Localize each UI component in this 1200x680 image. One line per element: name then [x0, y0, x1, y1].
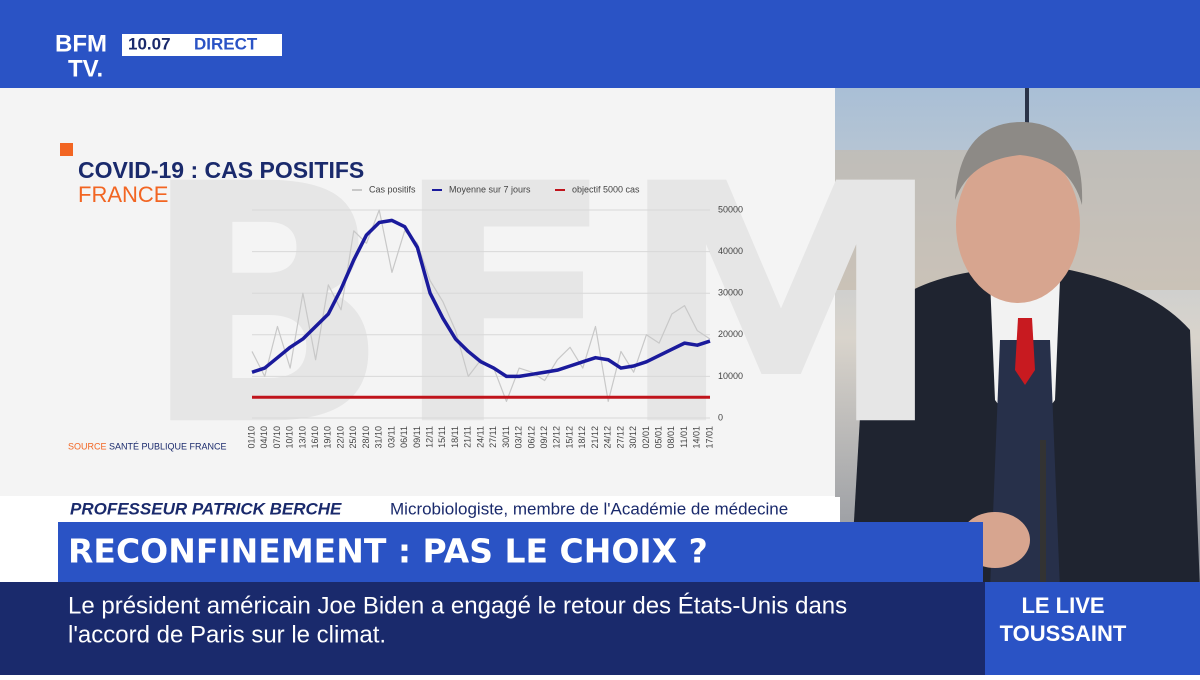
live-label: DIRECT	[194, 34, 258, 53]
x-tick-label: 27/11	[488, 426, 498, 448]
x-tick-label: 07/10	[272, 426, 282, 449]
ticker-text: l'accord de Paris sur le climat.	[68, 621, 386, 648]
name-strip	[58, 497, 840, 522]
y-tick-label: 10000	[718, 371, 743, 381]
x-tick-label: 09/12	[539, 426, 549, 449]
x-tick-label: 24/11	[475, 426, 485, 448]
x-tick-label: 30/12	[628, 426, 638, 449]
x-tick-label: 14/01	[692, 426, 702, 449]
y-tick-label: 40000	[718, 246, 743, 256]
chart-panel	[0, 88, 835, 496]
x-tick-label: 28/10	[361, 426, 371, 449]
x-tick-label: 27/12	[615, 426, 625, 449]
series-line	[251, 218, 711, 379]
x-tick-label: 03/12	[514, 426, 524, 449]
headline-band	[58, 522, 983, 582]
legend-label: Moyenne sur 7 jours	[449, 184, 531, 194]
x-tick-label: 12/11	[424, 426, 434, 448]
clock: 10.07	[128, 34, 171, 53]
person-face	[956, 147, 1080, 303]
x-tick-label: 10/10	[285, 426, 295, 449]
y-tick-label: 50000	[718, 204, 743, 214]
x-tick-label: 18/12	[577, 426, 587, 449]
x-tick-label: 09/11	[412, 426, 422, 448]
x-tick-label: 05/01	[653, 426, 663, 449]
x-tick-label: 31/10	[374, 426, 384, 449]
y-tick-label: 20000	[718, 329, 743, 339]
ticker-text: Le président américain Joe Biden a engag…	[68, 592, 847, 619]
source-label: SOURCE	[68, 441, 107, 451]
x-tick-label: 06/11	[399, 426, 409, 448]
chart-subtitle: FRANCE	[78, 182, 168, 207]
x-tick-label: 22/10	[335, 426, 345, 449]
x-tick-label: 25/10	[348, 426, 358, 449]
source: SANTÉ PUBLIQUE FRANCE	[109, 441, 227, 451]
x-tick-label: 30/11	[501, 426, 511, 448]
person-hair	[955, 121, 1083, 205]
x-tick-label: 15/12	[564, 426, 574, 449]
title-marker	[60, 143, 73, 156]
x-tick-label: 19/10	[323, 426, 333, 449]
show-title: TOUSSAINT	[1000, 621, 1127, 646]
logo: BFM	[55, 30, 107, 57]
x-tick-label: 18/11	[450, 426, 460, 448]
x-tick-label: 16/10	[310, 426, 320, 449]
guest-role: Microbiologiste, membre de l'Académie de…	[390, 499, 788, 518]
watermark: BFM	[140, 114, 945, 498]
person-tie	[1015, 318, 1035, 385]
y-tick-label: 0	[718, 412, 723, 422]
headline: RECONFINEMENT : PAS LE CHOIX ?	[68, 532, 708, 571]
y-tick-label: 30000	[718, 288, 743, 298]
x-tick-label: 03/11	[386, 426, 396, 448]
legend-label: objectif 5000 cas	[572, 184, 640, 194]
x-tick-label: 21/12	[590, 426, 600, 449]
x-tick-label: 08/01	[666, 426, 676, 449]
show-title: LE LIVE	[1021, 593, 1104, 618]
x-tick-label: 01/10	[246, 426, 256, 449]
x-tick-label: 12/12	[552, 426, 562, 449]
x-tick-label: 17/01	[704, 426, 714, 449]
chart: 0 10000 20000 30000 40000 50000 01/10 04/10 07/1…	[246, 184, 743, 448]
x-tick-label: 11/01	[679, 426, 689, 448]
guest-name: PROFESSEUR PATRICK BERCHE	[70, 499, 342, 518]
x-tick-label: 02/01	[641, 426, 651, 449]
x-tick-label: 15/11	[437, 426, 447, 448]
show-box	[985, 582, 1200, 675]
logo: TV.	[68, 55, 103, 82]
live-badge	[122, 34, 282, 56]
chart-title: COVID-19 : CAS POSITIFS	[78, 157, 364, 183]
microphone	[1040, 440, 1046, 590]
x-tick-label: 06/12	[526, 426, 536, 449]
legend-label: Cas positifs	[369, 184, 416, 194]
x-tick-label: 21/11	[463, 426, 473, 448]
x-tick-label: 04/10	[259, 426, 269, 449]
x-tick-label: 24/12	[603, 426, 613, 449]
x-tick-label: 13/10	[297, 426, 307, 449]
